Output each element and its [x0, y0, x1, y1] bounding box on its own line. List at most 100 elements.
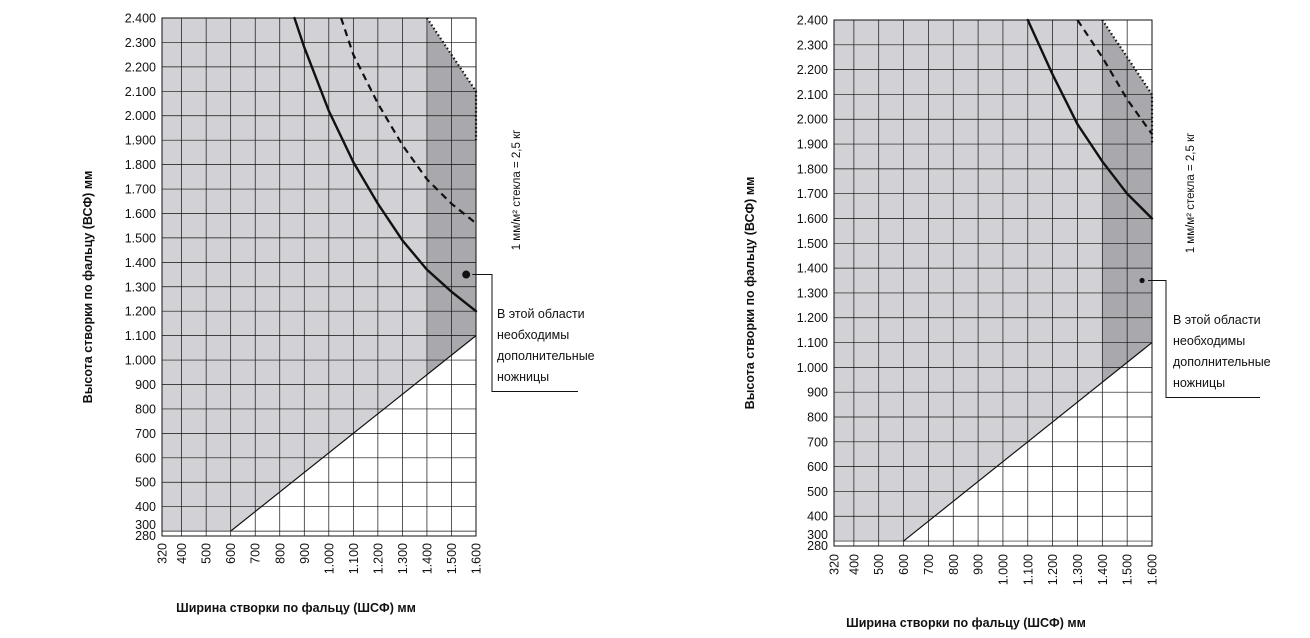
y-tick-label: 2.100: [125, 85, 156, 99]
x-tick-label: 1.300: [1071, 554, 1085, 585]
y-tick-label: 700: [807, 435, 828, 449]
y-tick-label: 1.500: [797, 237, 828, 251]
y-tick-label: 2.300: [125, 36, 156, 50]
x-tick-label: 800: [273, 543, 287, 564]
annotation-line: ножницы: [497, 370, 549, 384]
y-axis-label: Высота створки по фальцу (ВСФ) мм: [81, 171, 95, 404]
y-tick-label: 1.600: [125, 207, 156, 221]
y-tick-label: 2.000: [125, 109, 156, 123]
marker-point: [1139, 277, 1145, 284]
x-tick-label: 700: [922, 554, 936, 575]
x-tick-label: 320: [156, 543, 170, 564]
y-tick-label: 400: [807, 510, 828, 524]
y-tick-label: 1.500: [125, 231, 156, 245]
y-tick-label: 280: [135, 529, 156, 543]
annotation-leader: [472, 274, 578, 393]
y-tick-label: 1.700: [797, 187, 828, 201]
y-tick-label: 500: [807, 485, 828, 499]
series-dashed-curve: [340, 17, 477, 225]
x-tick-label: 1.500: [1121, 554, 1135, 585]
y-axis-label: Высота створки по фальцу (ВСФ) мм: [743, 177, 757, 410]
y-tick-label: 2.400: [797, 14, 828, 28]
allowed-area: [162, 18, 476, 532]
annotation-leader: [1148, 280, 1260, 399]
x-tick-label: 600: [897, 554, 911, 575]
y-tick-label: 2.100: [797, 88, 828, 102]
x-tick-label: 1.400: [420, 543, 434, 574]
y-tick-label: 1.900: [125, 134, 156, 148]
x-tick-label: 1.100: [1021, 554, 1035, 585]
series-dotted-curve: [426, 17, 478, 141]
x-tick-label: 500: [872, 554, 886, 575]
y-tick-label: 280: [807, 539, 828, 553]
y-tick-label: 1.400: [125, 256, 156, 270]
glass-weight-note: 1 мм/м² стекла = 2,5 кг: [1185, 133, 1197, 254]
y-tick-label: 1.400: [797, 262, 828, 276]
plot-frame: [833, 19, 1153, 547]
left-chart: В этой области необходимы дополнительные но…: [81, 12, 595, 616]
marker-point: [462, 270, 471, 279]
y-tick-label: 1.100: [797, 336, 828, 350]
y-tick-label: 400: [135, 500, 156, 514]
series-dotted-curve: [1101, 19, 1154, 145]
y-tick-label: 1.800: [797, 162, 828, 176]
y-tick-label: 300: [807, 528, 828, 542]
y-tick-label: 1.600: [797, 212, 828, 226]
lower-boundary-line: [230, 335, 477, 532]
x-tick-label: 1.600: [1146, 554, 1160, 585]
lower-boundary-line: [903, 342, 1153, 542]
x-tick-label: 320: [828, 554, 842, 575]
x-tick-label: 1.000: [996, 554, 1010, 585]
annotation-line: дополнительные: [1173, 355, 1271, 369]
y-tick-label: 2.200: [797, 63, 828, 77]
x-tick-label: 900: [298, 543, 312, 564]
annotation-line: необходимы: [1173, 334, 1245, 348]
y-tick-label: 2.400: [125, 12, 156, 26]
annotation-line: В этой области: [1173, 313, 1261, 327]
annotation-line: дополнительные: [497, 349, 595, 363]
y-tick-label: 2.300: [797, 38, 828, 52]
y-tick-label: 500: [135, 476, 156, 490]
y-tick-label: 800: [135, 402, 156, 416]
x-tick-label: 1.200: [371, 543, 385, 574]
plot-frame: [161, 17, 477, 537]
series-solid-curve: [1026, 18, 1154, 220]
x-tick-label: 600: [224, 543, 238, 564]
y-tick-label: 700: [135, 427, 156, 441]
x-tick-label: 700: [249, 543, 263, 564]
y-tick-label: 1.200: [797, 311, 828, 325]
y-tick-label: 1.800: [125, 158, 156, 172]
x-tick-label: 1.000: [322, 543, 336, 574]
right-chart: В этой области необходимы дополнительные но…: [743, 14, 1271, 631]
y-tick-label: 600: [135, 451, 156, 465]
y-tick-label: 1.300: [797, 286, 828, 300]
y-tick-label: 1.900: [797, 138, 828, 152]
y-tick-label: 1.300: [125, 280, 156, 294]
series-solid-curve: [293, 16, 478, 313]
x-tick-label: 1.100: [347, 543, 361, 574]
annotation-line: необходимы: [497, 328, 569, 342]
y-tick-label: 2.200: [125, 60, 156, 74]
y-tick-label: 300: [135, 518, 156, 532]
y-tick-label: 2.000: [797, 113, 828, 127]
y-tick-label: 1.000: [125, 354, 156, 368]
x-tick-label: 1.200: [1046, 554, 1060, 585]
y-tick-label: 1.700: [125, 183, 156, 197]
x-tick-label: 1.600: [470, 543, 484, 574]
y-tick-label: 1.000: [797, 361, 828, 375]
y-tick-label: 900: [807, 386, 828, 400]
x-tick-label: 900: [972, 554, 986, 575]
annotation-line: В этой области: [497, 307, 585, 321]
x-tick-label: 400: [175, 543, 189, 564]
x-axis-label: Ширина створки по фальцу (ШСФ) мм: [176, 601, 416, 615]
y-tick-label: 600: [807, 460, 828, 474]
y-tick-label: 1.200: [125, 305, 156, 319]
y-tick-label: 900: [135, 378, 156, 392]
annotation-line: ножницы: [1173, 376, 1225, 390]
x-tick-label: 1.300: [396, 543, 410, 574]
glass-weight-note: 1 мм/м² стекла = 2,5 кг: [511, 130, 523, 251]
x-tick-label: 800: [947, 554, 961, 575]
y-tick-label: 1.100: [125, 329, 156, 343]
x-tick-label: 1.500: [445, 543, 459, 574]
